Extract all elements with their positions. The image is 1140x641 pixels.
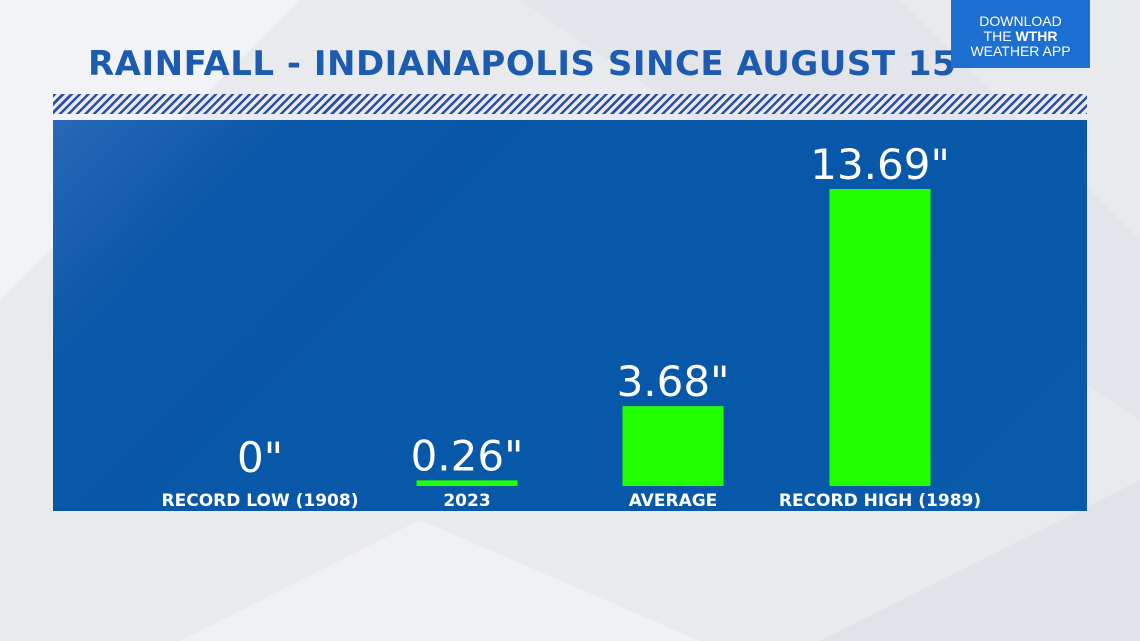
download-app-badge[interactable]: DOWNLOAD THE WTHR WEATHER APP xyxy=(951,0,1090,68)
hatched-divider xyxy=(53,94,1087,114)
page-title: RAINFALL - INDIANAPOLIS SINCE AUGUST 15 xyxy=(88,44,957,84)
category-label-1: 2023 xyxy=(443,491,490,511)
value-label-3: 13.69" xyxy=(810,140,950,189)
promo-brand: WTHR xyxy=(1015,27,1058,44)
category-label-3: RECORD HIGH (1989) xyxy=(779,491,981,511)
promo-prefix: THE xyxy=(983,27,1016,44)
value-label-1: 0.26" xyxy=(411,431,524,480)
value-label-0: 0" xyxy=(237,433,283,482)
bar-3 xyxy=(829,189,931,486)
bar-1 xyxy=(416,480,518,486)
value-label-2: 3.68" xyxy=(617,357,730,406)
promo-line-3: WEATHER APP xyxy=(970,42,1071,59)
bar-2 xyxy=(622,406,724,486)
promo-line-1: DOWNLOAD xyxy=(979,12,1062,29)
promo-line-2: THE WTHR xyxy=(951,27,1090,44)
category-label-2: AVERAGE xyxy=(629,491,718,511)
category-label-0: RECORD LOW (1908) xyxy=(162,491,359,511)
